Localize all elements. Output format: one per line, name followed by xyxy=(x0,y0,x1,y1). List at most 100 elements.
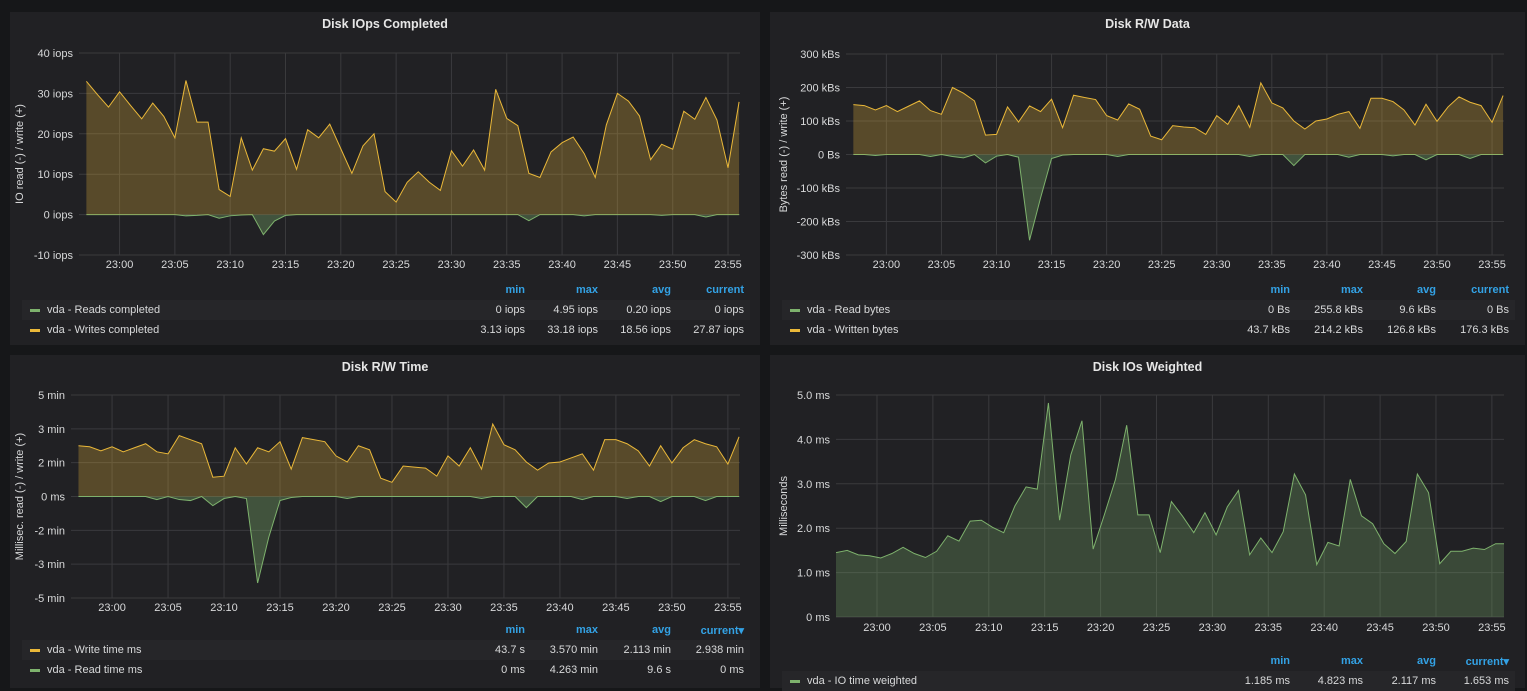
panel-title[interactable]: Disk IOps Completed xyxy=(322,17,448,31)
legend-column-min[interactable]: min xyxy=(1270,655,1290,667)
legend-column-max[interactable]: max xyxy=(575,624,598,636)
legend-column-current[interactable]: current xyxy=(706,284,744,296)
x-tick-label: 23:05 xyxy=(154,602,182,614)
legend-series-name[interactable]: vda - Writes completed xyxy=(47,324,160,336)
legend-column-min[interactable]: min xyxy=(505,284,525,296)
legend-value-avg: 0.20 iops xyxy=(626,304,671,316)
legend-column-avg[interactable]: avg xyxy=(652,624,671,636)
x-tick-label: 23:55 xyxy=(714,602,742,614)
legend-column-min[interactable]: min xyxy=(505,624,525,636)
legend-series: vda - Written bytes xyxy=(782,324,1217,336)
legend-header: min max avg current▾ xyxy=(782,651,1515,671)
legend-value-min: 43.7 kBs xyxy=(1247,324,1290,336)
y-tick-label: -3 min xyxy=(34,559,65,571)
legend-row[interactable]: vda - Written bytes 43.7 kBs 214.2 kBs 126.… xyxy=(782,320,1515,340)
legend-value-min: 43.7 s xyxy=(495,644,525,656)
legend-value-current: 0 Bs xyxy=(1486,304,1509,316)
legend-value-avg: 9.6 kBs xyxy=(1399,304,1436,316)
x-tick-label: 23:40 xyxy=(546,602,574,614)
legend-column-avg[interactable]: avg xyxy=(652,284,671,296)
x-tick-label: 23:15 xyxy=(1031,622,1059,634)
legend-column-current[interactable]: current xyxy=(1471,284,1509,296)
legend-value-min: 1.185 ms xyxy=(1244,675,1290,687)
y-axis-label: Bytes read (-) / write (+) xyxy=(778,97,790,213)
legend-series-name[interactable]: vda - Read bytes xyxy=(807,304,891,316)
series-color-swatch[interactable] xyxy=(30,328,40,332)
panel-title[interactable]: Disk R/W Data xyxy=(1105,17,1190,31)
series-area xyxy=(836,402,1504,617)
legend-row[interactable]: vda - Reads completed 0 iops 4.95 iops 0.20… xyxy=(22,300,750,320)
legend-row[interactable]: vda - Read bytes 0 Bs 255.8 kBs 9.6 kBs 0 Bs xyxy=(782,300,1515,320)
legend-row[interactable]: vda - Write time ms 43.7 s 3.570 min 2.113 … xyxy=(22,640,750,660)
series-color-swatch[interactable] xyxy=(30,308,40,312)
legend: min max avg current▾ vda - IO time weighted 1… xyxy=(782,651,1515,691)
legend-value-avg: 126.8 kBs xyxy=(1387,324,1436,336)
chart-svg: 40 iops 30 iops 20 iops 10 iops 0 iops -10 io… xyxy=(14,48,742,271)
x-tick-label: 23:50 xyxy=(1423,259,1451,271)
x-tick-label: 23:45 xyxy=(1366,622,1394,634)
x-tick-label: 23:35 xyxy=(1258,259,1286,271)
x-tick-label: 23:20 xyxy=(327,259,355,271)
legend-row[interactable]: vda - Writes completed 3.13 iops 33.18 iop… xyxy=(22,320,750,340)
panel-disk-iops-completed: Disk IOps Completed 40 iops 30 iops 20 iop… xyxy=(10,12,760,345)
legend-series-name[interactable]: vda - Read time ms xyxy=(47,664,143,676)
panel-title[interactable]: Disk R/W Time xyxy=(341,360,429,374)
x-tick-label: 23:50 xyxy=(659,259,687,271)
legend-column-max[interactable]: max xyxy=(575,284,598,296)
panel-title[interactable]: Disk IOs Weighted xyxy=(1092,360,1203,374)
legend-column-avg[interactable]: avg xyxy=(1417,655,1436,667)
legend-value-avg: 9.6 s xyxy=(647,664,671,676)
legend-header: min max avg current▾ xyxy=(22,620,750,640)
x-tick-label: 23:35 xyxy=(1255,622,1283,634)
legend-value-current: 176.3 kBs xyxy=(1460,324,1509,336)
legend-value-avg: 2.113 min xyxy=(623,644,672,656)
y-axis-label: Millisec. read (-) / write (+) xyxy=(14,433,26,560)
y-tick-label: -2 min xyxy=(34,525,65,537)
legend-series: vda - Read bytes xyxy=(782,304,1217,316)
x-tick-label: 23:00 xyxy=(98,602,126,614)
legend-row[interactable]: vda - Read time ms 0 ms 4.263 min 9.6 s 0 ms xyxy=(22,660,750,680)
legend-column-avg[interactable]: avg xyxy=(1417,284,1436,296)
legend-value-max: 4.823 ms xyxy=(1317,675,1363,687)
legend-row[interactable]: vda - IO time weighted 1.185 ms 4.823 ms 2.… xyxy=(782,671,1515,691)
legend-series: vda - Writes completed xyxy=(22,324,452,336)
legend-series-name[interactable]: vda - Write time ms xyxy=(47,644,142,656)
series-color-swatch[interactable] xyxy=(790,308,800,312)
x-tick-label: 23:05 xyxy=(928,259,956,271)
legend-value-max: 214.2 kBs xyxy=(1314,324,1363,336)
x-tick-label: 23:45 xyxy=(604,259,632,271)
legend-value-min: 0 ms xyxy=(501,664,525,676)
series-color-swatch[interactable] xyxy=(30,668,40,672)
series-color-swatch[interactable] xyxy=(790,679,800,683)
legend-value-max: 4.263 min xyxy=(549,664,598,676)
y-tick-label: 10 iops xyxy=(38,169,74,181)
legend-value-max: 33.18 iops xyxy=(547,324,598,336)
legend-header: min max avg current xyxy=(22,280,750,300)
x-tick-label: 23:15 xyxy=(272,259,300,271)
legend-series-name[interactable]: vda - Written bytes xyxy=(807,324,899,336)
legend-column-max[interactable]: max xyxy=(1340,284,1363,296)
legend-series: vda - IO time weighted xyxy=(782,675,1217,687)
legend-column-current[interactable]: current▾ xyxy=(1465,655,1509,668)
x-tick-label: 23:50 xyxy=(658,602,686,614)
x-tick-label: 23:15 xyxy=(266,602,294,614)
x-tick-label: 23:40 xyxy=(548,259,576,271)
chart-svg: 300 kBs 200 kBs 100 kBs 0 Bs -100 kBs -200 kB… xyxy=(778,49,1506,271)
x-tick-label: 23:45 xyxy=(1368,259,1396,271)
legend-column-current[interactable]: current▾ xyxy=(700,624,744,637)
x-tick-label: 23:10 xyxy=(210,602,238,614)
y-tick-label: -10 iops xyxy=(34,250,74,262)
series-color-swatch[interactable] xyxy=(30,648,40,652)
x-tick-label: 23:45 xyxy=(602,602,630,614)
legend-column-min[interactable]: min xyxy=(1270,284,1290,296)
series-color-swatch[interactable] xyxy=(790,328,800,332)
legend-series-name[interactable]: vda - IO time weighted xyxy=(807,675,918,687)
legend-column-max[interactable]: max xyxy=(1340,655,1363,667)
legend: min max avg current▾ vda - Write time ms 43.7… xyxy=(22,620,750,680)
x-tick-label: 23:40 xyxy=(1310,622,1338,634)
legend-value-current: 27.87 iops xyxy=(693,324,744,336)
x-tick-label: 23:00 xyxy=(863,622,891,634)
y-tick-label: 0 ms xyxy=(41,492,65,504)
x-tick-label: 23:10 xyxy=(983,259,1011,271)
legend-series-name[interactable]: vda - Reads completed xyxy=(47,304,161,316)
